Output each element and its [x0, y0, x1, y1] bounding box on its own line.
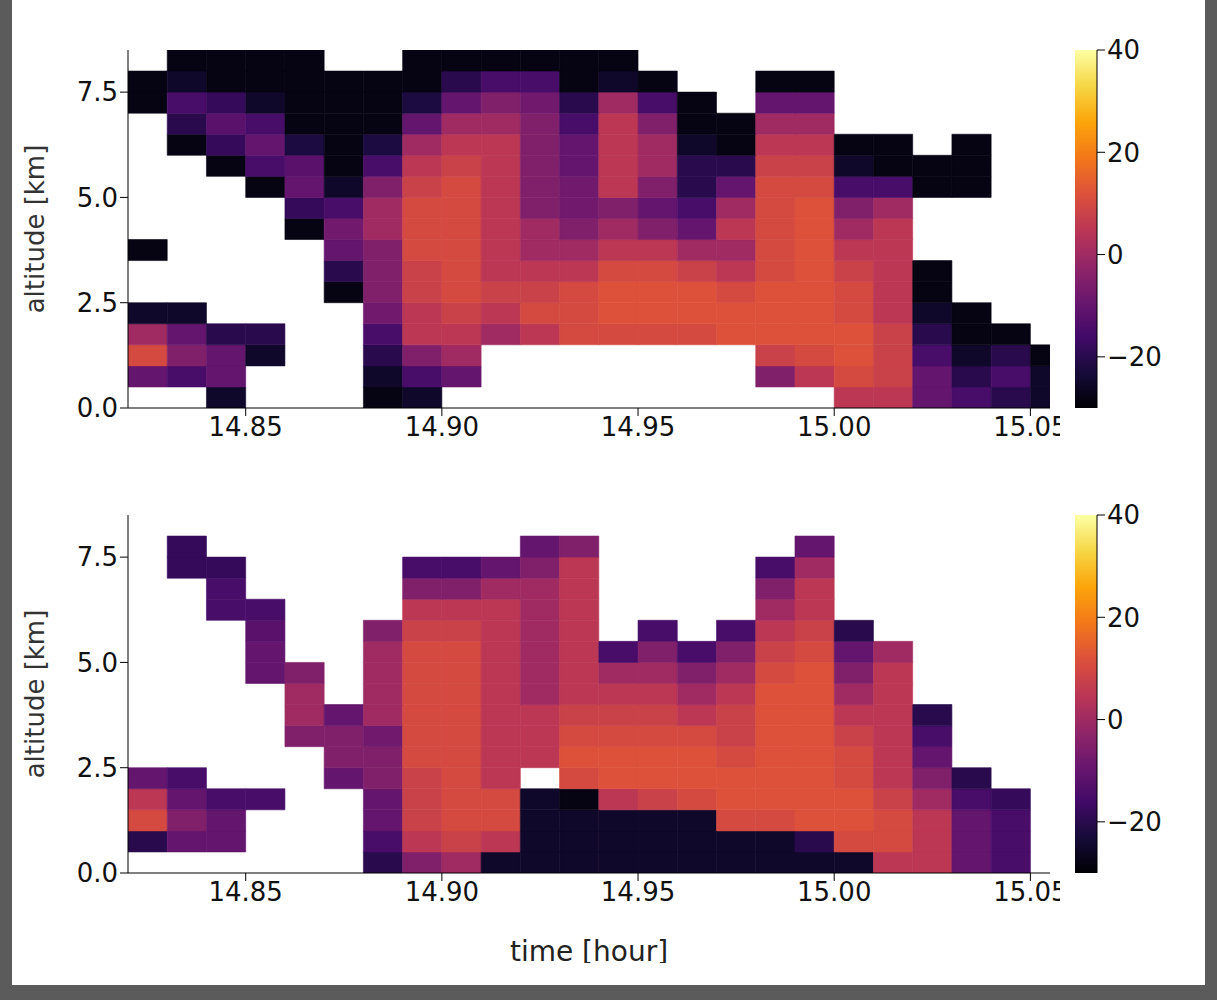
svg-text:time [hour]: time [hour]: [510, 935, 668, 963]
svg-text:14.95: 14.95: [601, 412, 675, 442]
svg-text:14.85: 14.85: [208, 877, 282, 907]
svg-text:2.5: 2.5: [77, 288, 118, 318]
svg-text:5.0: 5.0: [77, 648, 118, 678]
svg-text:−20: −20: [1107, 807, 1162, 837]
svg-text:14.95: 14.95: [601, 877, 675, 907]
svg-text:altitude [km]: altitude [km]: [20, 145, 50, 314]
svg-text:0.0: 0.0: [77, 393, 118, 423]
svg-text:0: 0: [1107, 240, 1124, 270]
svg-text:7.5: 7.5: [77, 77, 118, 107]
svg-text:20: 20: [1107, 138, 1140, 168]
svg-text:5.0: 5.0: [77, 183, 118, 213]
svg-text:7.5: 7.5: [77, 542, 118, 572]
svg-text:15.00: 15.00: [797, 877, 871, 907]
svg-text:0.0: 0.0: [77, 858, 118, 888]
svg-text:20: 20: [1107, 603, 1140, 633]
svg-text:14.85: 14.85: [208, 412, 282, 442]
svg-text:15.05: 15.05: [993, 412, 1060, 442]
svg-text:40: 40: [1107, 500, 1140, 530]
svg-text:15.05: 15.05: [993, 877, 1060, 907]
svg-text:0: 0: [1107, 705, 1124, 735]
svg-text:14.90: 14.90: [405, 877, 479, 907]
svg-text:−20: −20: [1107, 342, 1162, 372]
svg-text:15.00: 15.00: [797, 412, 871, 442]
svg-text:altitude [km]: altitude [km]: [20, 610, 50, 779]
svg-text:2.5: 2.5: [77, 753, 118, 783]
svg-text:14.90: 14.90: [405, 412, 479, 442]
svg-text:40: 40: [1107, 35, 1140, 65]
